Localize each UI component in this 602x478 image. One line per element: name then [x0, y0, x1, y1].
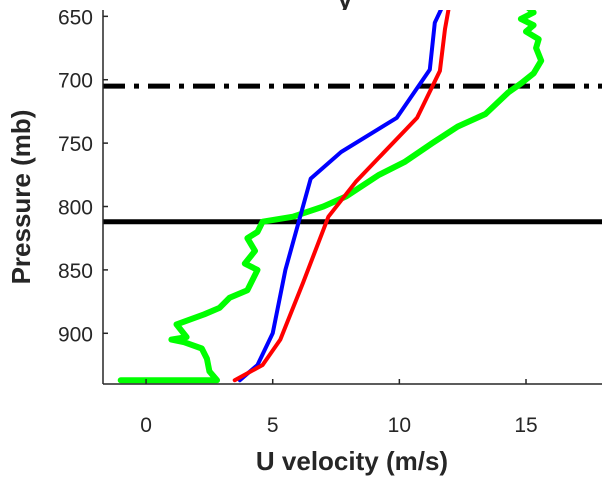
series-line-1 [237, 10, 444, 383]
y-axis-label: Pressure (mb) [6, 110, 36, 285]
y-tick-label: 900 [58, 323, 93, 346]
x-tick-label: 5 [267, 414, 279, 437]
x-axis-label: U velocity (m/s) [256, 446, 448, 476]
axes-layer [102, 10, 602, 385]
x-tick-label: 15 [514, 414, 537, 437]
y-tick-label: 750 [58, 133, 93, 156]
y-tick-label: 650 [58, 6, 93, 29]
y-tick-label: 700 [58, 70, 93, 93]
tick-layer: 0 5 10 15 650 700 750 800 850 900 [58, 6, 538, 437]
y-tick-label: 800 [58, 197, 93, 220]
series-line-3 [117, 10, 545, 384]
plot-layer [103, 10, 602, 384]
series-line-2 [232, 10, 451, 383]
x-tick-label: 10 [388, 414, 411, 437]
x-tick-label: 0 [140, 414, 152, 437]
y-tick-label: 850 [58, 260, 93, 283]
